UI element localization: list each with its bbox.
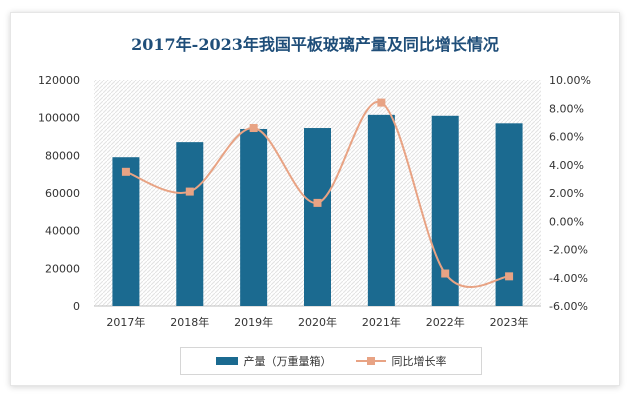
growth-point	[505, 272, 514, 281]
bar	[240, 128, 268, 306]
chart-frame: 2017年-2023年我国平板玻璃产量及同比增长情况 0 20000 40000 60…	[10, 12, 620, 386]
x-tick-label: 2020年	[298, 315, 337, 329]
growth-point	[249, 124, 258, 133]
y-left-tick-label: 0	[73, 300, 80, 313]
chart-title: 2017年-2023年我国平板玻璃产量及同比增长情况	[131, 35, 499, 54]
legend-label-production: 产量（万重量箱）	[243, 355, 332, 368]
legend-swatch-bar	[215, 357, 238, 365]
y-right-tick-label: -6.00%	[549, 300, 588, 313]
y-left-tick-label: 80000	[45, 149, 80, 162]
y-right-tick-label: 6.00%	[549, 131, 584, 144]
y-right-tick-label: -4.00%	[549, 272, 588, 285]
y-left-tick-label: 20000	[45, 262, 80, 275]
x-tick-label: 2022年	[426, 315, 465, 329]
chart-svg: 0 20000 40000 60000 80000 100000 120000 -6.00%…	[38, 74, 591, 329]
y-left-tick-label: 60000	[45, 187, 80, 200]
y-left-tick-label: 40000	[45, 225, 80, 238]
y-right-tick-label: 0.00%	[549, 215, 584, 228]
bar	[304, 128, 331, 306]
growth-point	[185, 187, 194, 196]
legend-swatch-line	[355, 356, 386, 366]
legend-label-growth: 同比增长率	[391, 355, 447, 368]
x-tick-label: 2018年	[170, 315, 209, 329]
y-right-tick-label: 4.00%	[549, 159, 584, 172]
x-tick-label: 2019年	[234, 315, 273, 329]
y-right-tick-label: -2.00%	[549, 244, 588, 257]
growth-point	[313, 198, 322, 207]
x-tick-label: 2017年	[106, 315, 145, 329]
y-left-tick-label: 120000	[38, 74, 80, 87]
x-tick-label: 2021年	[362, 315, 401, 329]
legend: 产量（万重量箱） 同比增长率	[180, 347, 482, 375]
growth-point	[377, 98, 386, 107]
legend-item-production: 产量（万重量箱）	[215, 353, 332, 369]
bar	[367, 114, 395, 306]
y-right-tick-label: 8.00%	[549, 102, 584, 115]
growth-point	[441, 269, 450, 278]
y-right-tick-label: 2.00%	[549, 187, 584, 200]
y-right-tick-label: 10.00%	[549, 74, 591, 87]
y-left-tick-label: 100000	[38, 112, 80, 125]
legend-item-growth: 同比增长率	[355, 353, 447, 369]
growth-point	[121, 167, 130, 176]
x-tick-label: 2023年	[490, 315, 529, 329]
bar	[176, 142, 204, 306]
bar	[112, 157, 140, 306]
